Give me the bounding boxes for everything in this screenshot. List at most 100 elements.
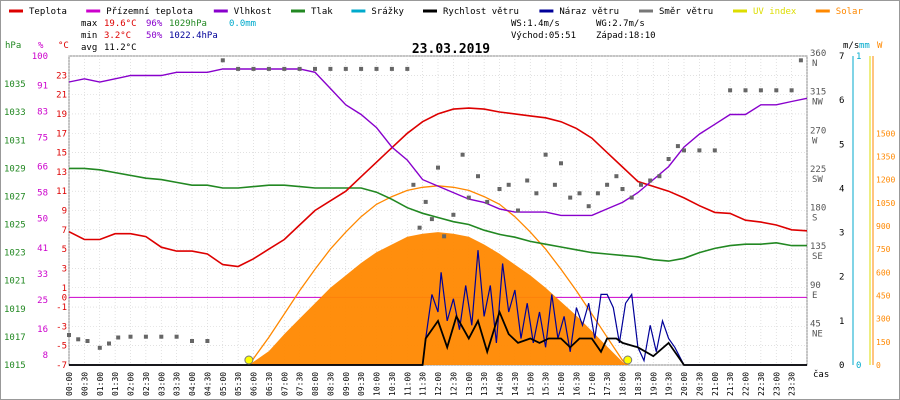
pressure-tick: 1035 bbox=[4, 80, 26, 90]
solar-tick: 1200 bbox=[876, 176, 895, 185]
time-tick: 05:00 bbox=[219, 372, 228, 396]
wind-direction-point bbox=[559, 161, 563, 166]
wind-direction-point bbox=[620, 187, 625, 191]
time-tick: 08:30 bbox=[326, 372, 335, 396]
solar-tick: 600 bbox=[876, 268, 891, 277]
wind-direction-point bbox=[516, 208, 520, 213]
wind-direction-point bbox=[128, 334, 133, 339]
solar-tick: 900 bbox=[876, 222, 891, 231]
wind-direction-point bbox=[374, 66, 379, 71]
chart-title: 23.03.2019 bbox=[412, 42, 490, 57]
time-tick: 02:30 bbox=[142, 372, 151, 396]
wind-direction-point bbox=[343, 66, 348, 71]
wind-direction-label: S bbox=[812, 214, 817, 224]
time-tick: 05:30 bbox=[234, 372, 243, 396]
time-tick: 07:00 bbox=[280, 372, 289, 396]
wind-speed-tick: 2 bbox=[839, 273, 844, 283]
wind-speed-tick: 0 bbox=[839, 361, 844, 371]
stat-sunrise: Východ:05:51 bbox=[511, 31, 576, 41]
stat-sunset: Západ:18:10 bbox=[596, 31, 656, 41]
time-tick: 18:00 bbox=[619, 372, 628, 396]
solar-area bbox=[248, 232, 628, 365]
time-tick: 13:30 bbox=[480, 372, 489, 396]
temperature-tick: -7 bbox=[56, 361, 67, 371]
solar-max-line bbox=[248, 185, 629, 366]
wind-direction-point bbox=[758, 88, 763, 93]
wind-direction-point bbox=[697, 148, 702, 153]
wind-direction-tick: 90 bbox=[810, 281, 821, 291]
time-tick: 11:00 bbox=[403, 372, 412, 396]
wind-direction-point bbox=[728, 88, 733, 93]
wind-direction-point bbox=[666, 157, 671, 161]
time-tick: 10:00 bbox=[373, 372, 382, 396]
time-tick: 09:30 bbox=[357, 372, 366, 396]
wind-direction-point bbox=[552, 182, 557, 187]
temperature-tick: 15 bbox=[56, 149, 67, 159]
temperature-tick: 3 bbox=[62, 264, 67, 274]
humidity-tick: 58 bbox=[37, 189, 48, 199]
wind-direction-point bbox=[143, 334, 148, 339]
wind-direction-tick: 270 bbox=[810, 126, 826, 136]
humidity-tick: 100 bbox=[32, 52, 48, 62]
time-tick: 16:00 bbox=[557, 372, 566, 396]
wind-direction-point bbox=[614, 174, 619, 179]
temperature-line bbox=[68, 107, 808, 268]
time-tick: 18:30 bbox=[634, 372, 643, 396]
wind-direction-tick: 225 bbox=[810, 165, 826, 175]
wind-direction-point bbox=[639, 182, 643, 187]
time-tick: 17:00 bbox=[588, 372, 597, 396]
wind-speed-tick: 7 bbox=[839, 52, 844, 62]
rain-tick: 1 bbox=[856, 52, 861, 62]
time-tick: 01:00 bbox=[96, 372, 105, 396]
wind-direction-point bbox=[297, 66, 302, 71]
wind-direction-point bbox=[595, 191, 600, 196]
stat-max-temp: 19.6°C bbox=[104, 19, 137, 29]
wind-direction-point bbox=[798, 58, 803, 63]
pressure-line bbox=[69, 167, 807, 262]
stat-max-label: max bbox=[81, 19, 98, 29]
wind-direction-point bbox=[423, 199, 428, 204]
humidity-tick: 25 bbox=[37, 296, 48, 306]
pressure-tick: 1025 bbox=[4, 221, 26, 231]
time-tick: 21:30 bbox=[726, 372, 735, 396]
time-tick: 12:00 bbox=[434, 372, 443, 396]
wind-direction-point bbox=[648, 178, 653, 183]
wind-direction-point bbox=[220, 58, 225, 63]
time-tick: 19:00 bbox=[649, 372, 658, 396]
wind-direction-tick: 360 bbox=[810, 49, 826, 59]
temperature-tick: 17 bbox=[56, 129, 67, 139]
wind-direction-point bbox=[116, 335, 121, 340]
stat-avg-temp: 11.2°C bbox=[104, 43, 137, 53]
time-tick: 07:30 bbox=[296, 372, 305, 396]
legend-label: Srážky bbox=[371, 7, 404, 17]
wind-speed-tick: 6 bbox=[839, 96, 844, 106]
rain-unit: mm bbox=[859, 41, 870, 51]
legend-label: Solar bbox=[836, 7, 864, 17]
wind-direction-point bbox=[205, 339, 210, 343]
pressure-tick: 1027 bbox=[4, 192, 26, 202]
wind-direction-point bbox=[789, 88, 794, 93]
sun-marker bbox=[623, 355, 633, 365]
time-tick: 15:30 bbox=[542, 372, 551, 396]
wind-direction-point bbox=[159, 334, 164, 339]
wind-direction-point bbox=[251, 66, 256, 71]
wind-speed-tick: 4 bbox=[839, 184, 844, 194]
wind-direction-point bbox=[712, 148, 717, 153]
temperature-tick: 1 bbox=[62, 284, 67, 294]
time-tick: 22:30 bbox=[757, 372, 766, 396]
temperature-tick: 21 bbox=[56, 91, 67, 101]
stat-max-hum: 96% bbox=[146, 19, 163, 29]
pressure-tick: 1021 bbox=[4, 277, 26, 287]
wind-direction-label: N bbox=[812, 59, 817, 69]
wind-direction-point bbox=[107, 341, 111, 346]
wind-direction-point bbox=[466, 195, 471, 200]
wind-direction-point bbox=[682, 148, 686, 153]
time-tick: 01:30 bbox=[111, 372, 120, 396]
wind-direction-point bbox=[476, 174, 480, 179]
stat-min-label: min bbox=[81, 31, 97, 41]
wind-direction-point bbox=[67, 333, 71, 337]
pressure-unit: hPa bbox=[5, 41, 21, 51]
wind-speed-tick: 5 bbox=[839, 140, 844, 150]
